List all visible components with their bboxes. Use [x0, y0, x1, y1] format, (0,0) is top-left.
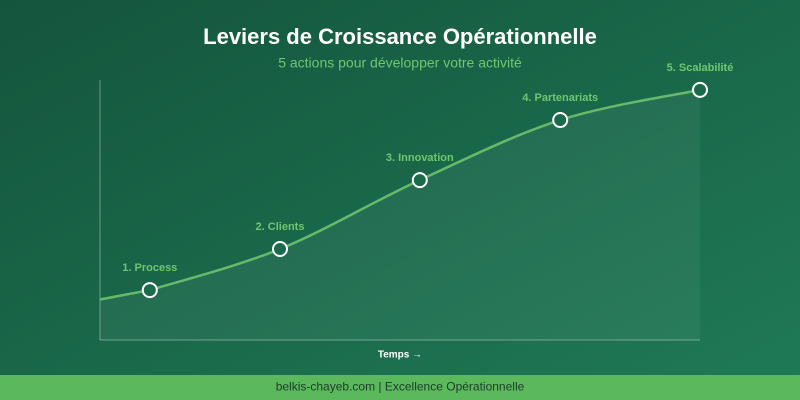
point [272, 241, 288, 257]
point-label: 4. Partenariats [522, 92, 598, 104]
point-label: 1. Process [122, 262, 177, 274]
point [552, 112, 569, 129]
point-label: 3. Innovation [386, 152, 454, 164]
point [692, 81, 708, 98]
point-label: 5. Scalabilité [667, 62, 734, 74]
point [411, 172, 428, 189]
area-shade [100, 89, 700, 340]
x-axis-label: Temps → [378, 350, 422, 361]
footer-text: belkis-chayeb.com | Excellence Opération… [276, 380, 525, 394]
point [141, 282, 158, 299]
footer-bar [0, 375, 800, 400]
chart-title: Leviers de Croissance Opérationnelle [203, 24, 597, 49]
chart-subtitle: 5 actions pour développer votre activité [278, 55, 522, 71]
point-label: 2. Clients [256, 221, 305, 233]
curve-lead [99, 288, 151, 301]
